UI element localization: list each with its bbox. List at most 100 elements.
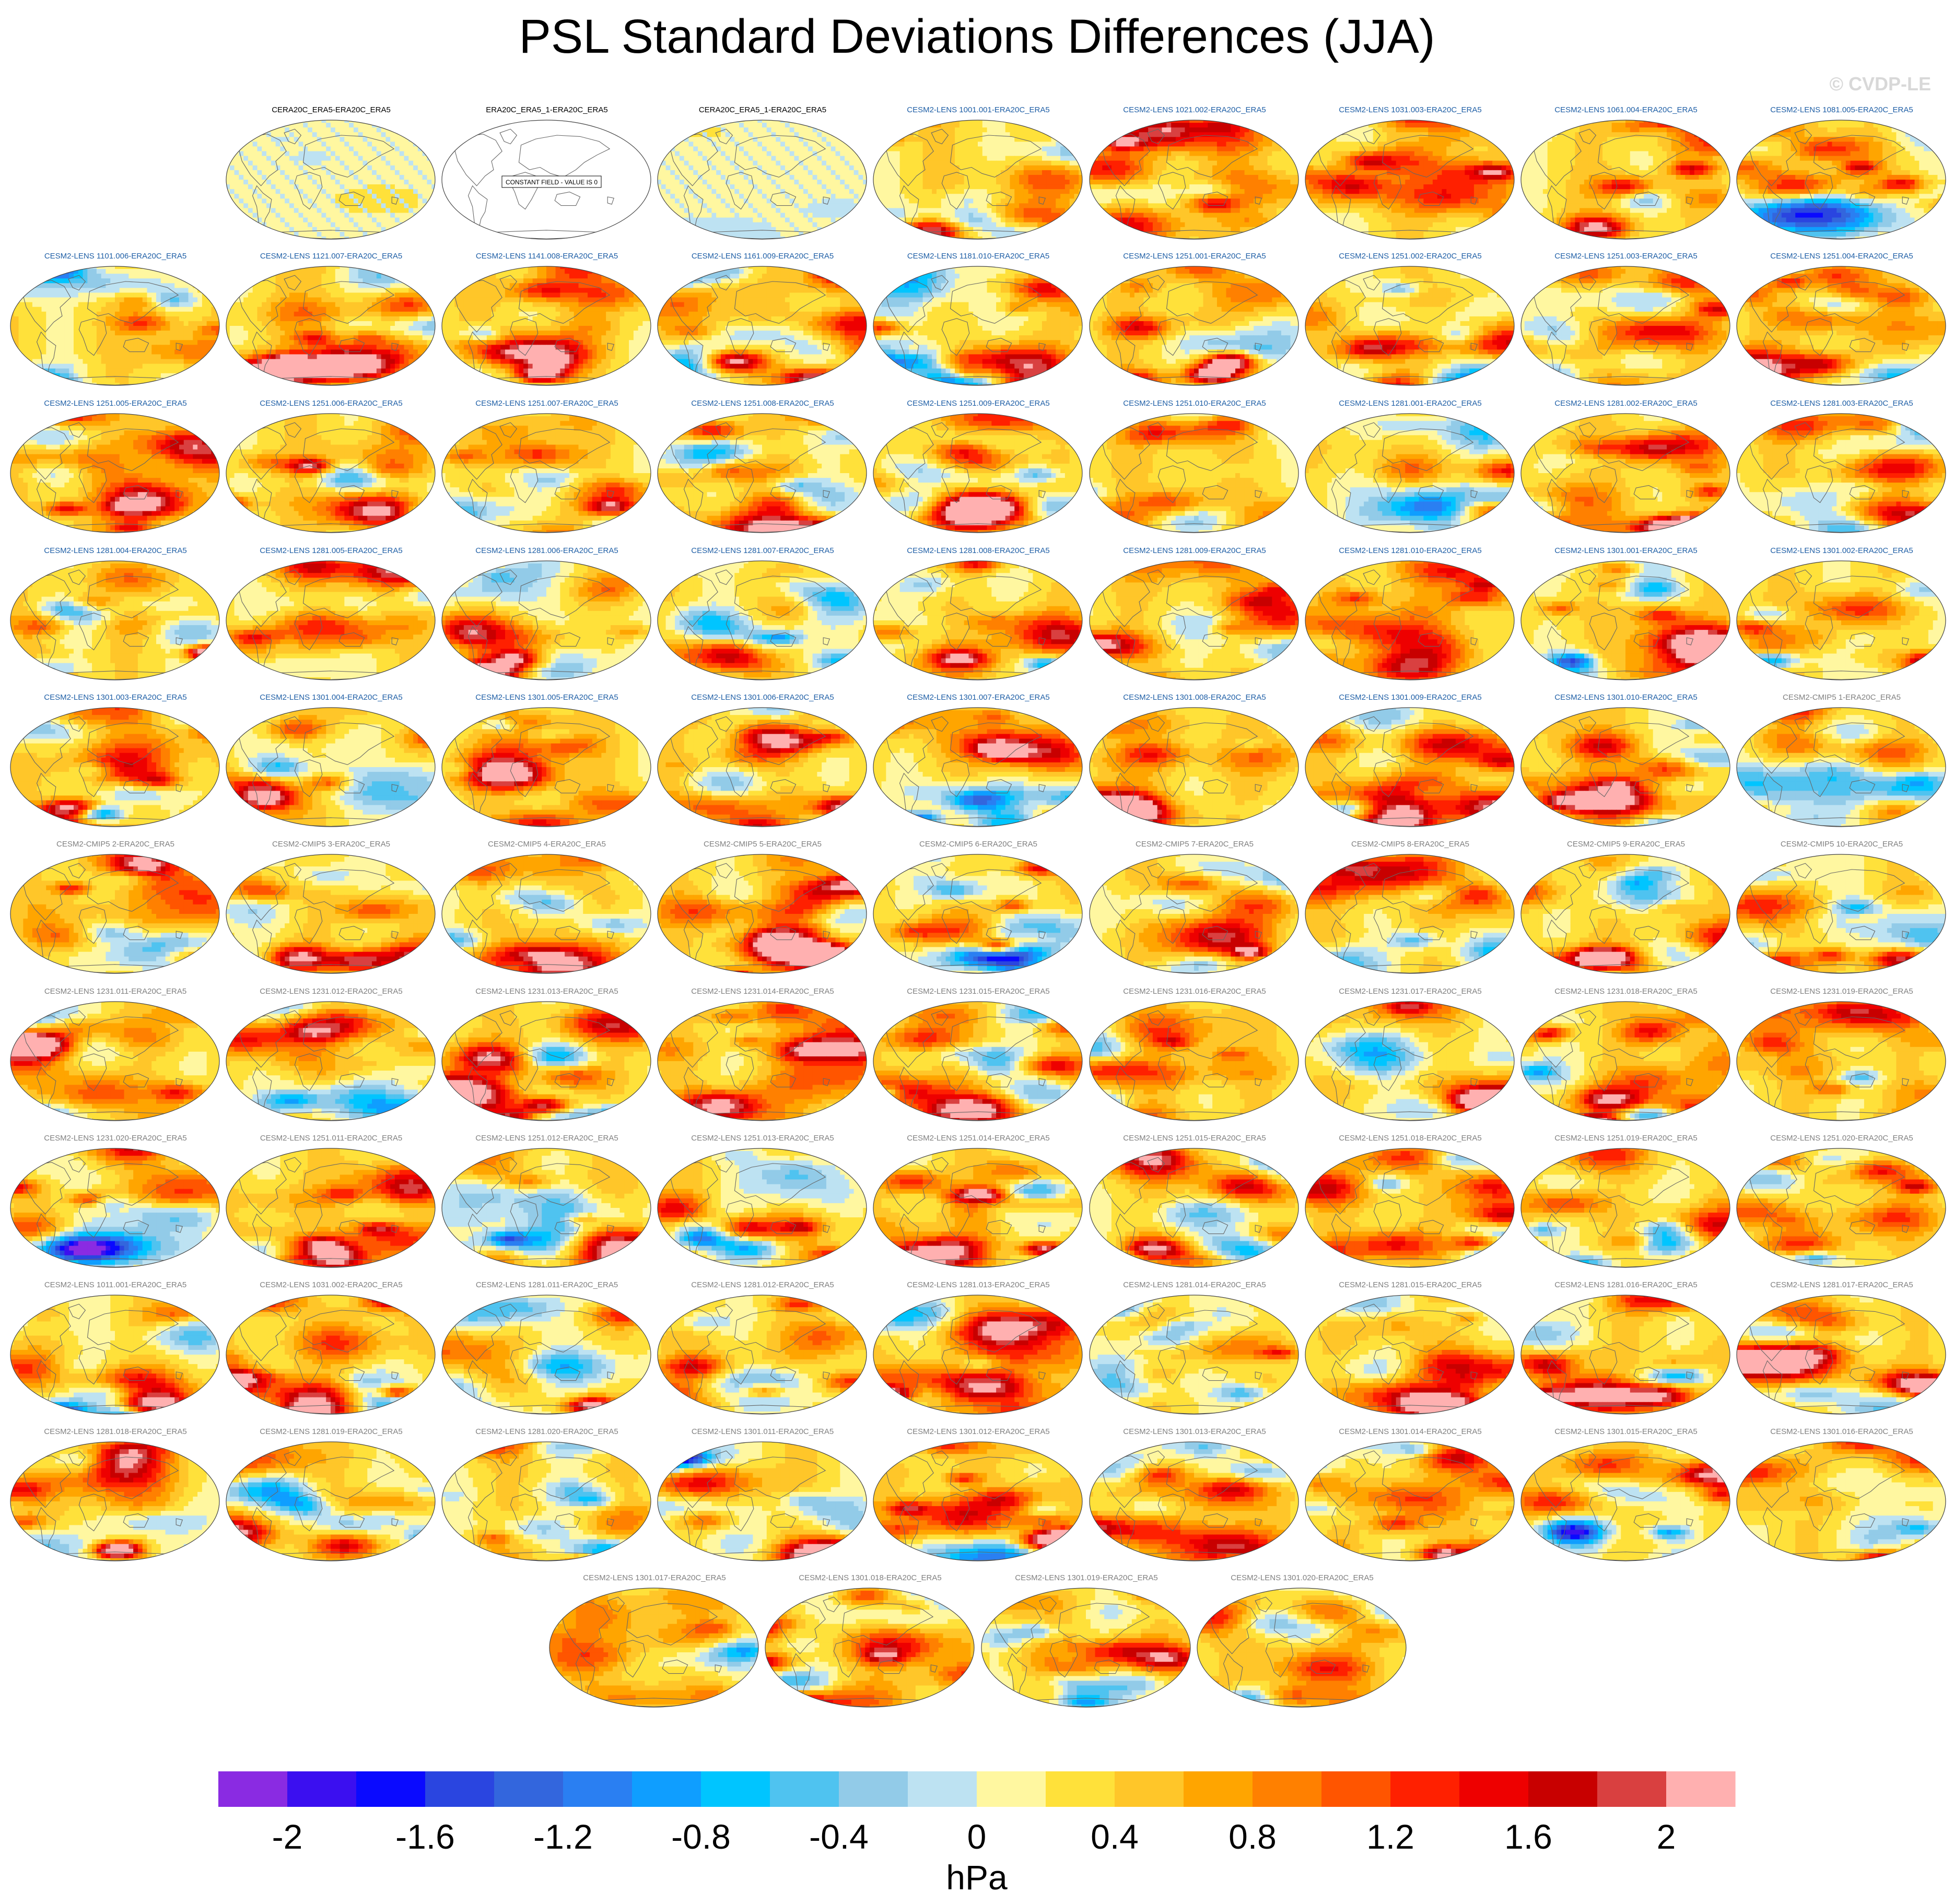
map-cell — [909, 175, 914, 180]
map-cell — [826, 213, 831, 218]
map-cell — [1065, 170, 1070, 175]
map-cell — [813, 208, 817, 213]
map-cell — [872, 203, 877, 208]
map-cell — [335, 194, 340, 199]
map-cell — [377, 222, 381, 228]
map-cell — [1010, 203, 1014, 208]
map-cell — [1028, 156, 1033, 161]
map-cell — [1189, 142, 1194, 147]
map-cell — [693, 161, 698, 166]
map-cell — [354, 161, 358, 166]
map-cell — [372, 142, 377, 147]
map-cell — [1176, 142, 1180, 147]
map-cell — [331, 218, 335, 223]
map-cell — [408, 203, 413, 208]
map-cell — [688, 146, 693, 151]
map-cell — [1245, 146, 1249, 151]
map-cell — [408, 142, 413, 147]
map-cell — [661, 137, 666, 142]
map-cell — [780, 127, 785, 133]
map-cell — [734, 218, 739, 223]
map-cell — [276, 218, 280, 223]
map-cell — [1235, 166, 1240, 171]
map-cell — [1166, 213, 1171, 218]
map-cell — [666, 123, 671, 128]
map-cell — [1102, 222, 1107, 228]
map-cell — [978, 123, 982, 128]
map-cell — [303, 184, 308, 190]
map-cell — [340, 184, 345, 190]
map-cell — [1074, 166, 1079, 171]
map-cell — [225, 222, 230, 228]
map-cell — [877, 123, 882, 128]
map-cell — [836, 175, 840, 180]
map-cell — [909, 146, 914, 151]
map-cell — [1125, 175, 1130, 180]
map-cell — [799, 194, 803, 199]
map-cell — [904, 123, 909, 128]
map-cell — [1153, 123, 1157, 128]
map-cell — [721, 208, 726, 213]
map-cell — [753, 180, 757, 185]
map-cell — [711, 170, 716, 175]
map-cell — [932, 161, 937, 166]
map-cell — [941, 161, 946, 166]
map-cell — [1295, 142, 1300, 147]
map-cell — [707, 180, 712, 185]
map-cell — [680, 189, 684, 194]
map-cell — [413, 151, 418, 157]
map-cell — [666, 213, 671, 218]
map-cell — [1235, 227, 1240, 232]
map-cell — [248, 227, 253, 232]
map-cell — [886, 175, 891, 180]
map-cell — [266, 137, 271, 142]
map-cell — [1120, 208, 1125, 213]
map-cell — [262, 237, 266, 241]
map-cell — [877, 180, 882, 185]
map-cell — [423, 123, 427, 128]
map-cell — [285, 166, 289, 171]
map-cell — [1074, 127, 1079, 133]
map-cell — [684, 232, 689, 237]
map-cell — [1042, 189, 1047, 194]
map-cell — [932, 189, 937, 194]
map-cell — [372, 127, 377, 133]
map-cell — [349, 232, 354, 237]
map-cell — [753, 189, 757, 194]
map-cell — [1286, 184, 1291, 190]
map-cell — [711, 198, 716, 204]
map-cell — [1446, 123, 1451, 128]
map-cell — [344, 151, 349, 157]
map-cell — [1089, 227, 1093, 232]
map-cell — [372, 203, 377, 208]
map-cell — [1019, 151, 1024, 157]
map-cell — [1070, 156, 1074, 161]
map-cell — [1171, 208, 1176, 213]
map-cell — [863, 203, 868, 208]
map-cell — [1258, 170, 1263, 175]
map-cell — [991, 208, 996, 213]
map-cell — [707, 184, 712, 190]
map-cell — [950, 175, 955, 180]
map-cell — [836, 198, 840, 204]
map-cell — [239, 227, 243, 232]
map-cell — [1286, 166, 1291, 171]
map-cell — [1231, 213, 1235, 218]
map-cell — [937, 146, 941, 151]
map-cell — [684, 127, 689, 133]
map-cell — [955, 208, 960, 213]
map-cell — [813, 166, 817, 171]
map-cell — [675, 151, 680, 157]
map-cell — [978, 142, 982, 147]
map-cell — [372, 146, 377, 151]
map-cell — [308, 175, 312, 180]
map-cell — [308, 198, 312, 204]
map-cell — [845, 180, 849, 185]
map-cell — [1304, 127, 1309, 133]
map-cell — [831, 142, 836, 147]
map-cell — [982, 203, 987, 208]
map-cell — [235, 156, 239, 161]
map-cell — [1217, 151, 1222, 157]
map-cell — [1093, 142, 1098, 147]
map-cell — [753, 142, 757, 147]
